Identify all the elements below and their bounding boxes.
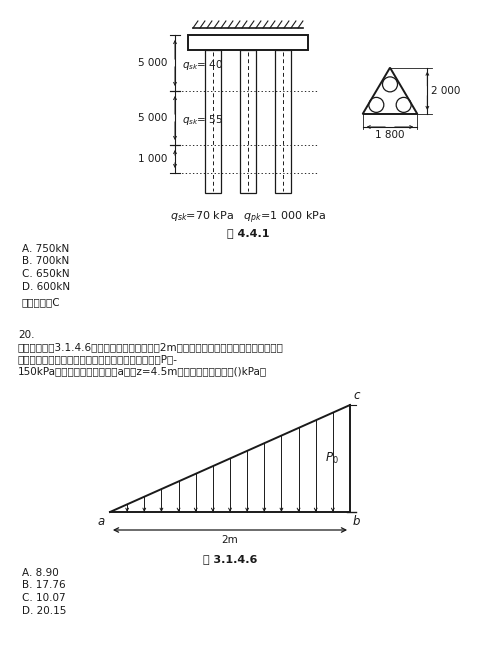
Text: 1 000: 1 000 xyxy=(138,154,167,164)
Text: 组合时的三角形荷载引起的基底附加压力值的最大值P。-: 组合时的三角形荷载引起的基底附加压力值的最大值P。- xyxy=(18,354,178,364)
Text: D. 20.15: D. 20.15 xyxy=(22,606,66,615)
Text: 150kPa，则此条形基础边缘线a点下z=4.5m处的竖向附加应力为()kPa。: 150kPa，则此条形基础边缘线a点下z=4.5m处的竖向附加应力为()kPa。 xyxy=(18,366,267,376)
Text: $P_0$: $P_0$ xyxy=(325,451,338,466)
Bar xyxy=(188,35,308,50)
Text: $q_{sk}$=70 kPa   $q_{pk}$=1 000 kPa: $q_{sk}$=70 kPa $q_{pk}$=1 000 kPa xyxy=(170,210,326,226)
Text: 图 3.1.4.6: 图 3.1.4.6 xyxy=(203,554,257,564)
Text: 单选题：如图3.1.4.6所示，已知条形基础基宽2m，作用在基底上的相应于荷载效应标准: 单选题：如图3.1.4.6所示，已知条形基础基宽2m，作用在基底上的相应于荷载效… xyxy=(18,342,284,352)
Text: 正确答案：C: 正确答案：C xyxy=(22,297,60,307)
Text: B. 17.76: B. 17.76 xyxy=(22,580,66,591)
Text: C. 10.07: C. 10.07 xyxy=(22,593,66,603)
Text: 1 800: 1 800 xyxy=(375,130,405,140)
Bar xyxy=(205,50,221,193)
Text: B. 700kN: B. 700kN xyxy=(22,256,69,267)
Text: a: a xyxy=(98,515,105,528)
Bar xyxy=(275,50,291,193)
Text: 20.: 20. xyxy=(18,330,34,340)
Text: 2 000: 2 000 xyxy=(432,86,460,96)
Text: C. 650kN: C. 650kN xyxy=(22,269,70,279)
Text: 2m: 2m xyxy=(222,535,238,545)
Text: $q_{sk}$= 55: $q_{sk}$= 55 xyxy=(182,113,223,127)
Bar xyxy=(240,50,256,193)
Text: 图 4.4.1: 图 4.4.1 xyxy=(227,228,269,238)
Text: D. 600kN: D. 600kN xyxy=(22,281,70,292)
Text: c: c xyxy=(353,389,360,402)
Text: A. 8.90: A. 8.90 xyxy=(22,568,59,578)
Text: 5 000: 5 000 xyxy=(138,58,167,68)
Text: A. 750kN: A. 750kN xyxy=(22,244,69,254)
Text: b: b xyxy=(353,515,360,528)
Text: $q_{sk}$= 40: $q_{sk}$= 40 xyxy=(182,58,224,72)
Text: 5 000: 5 000 xyxy=(138,113,167,123)
